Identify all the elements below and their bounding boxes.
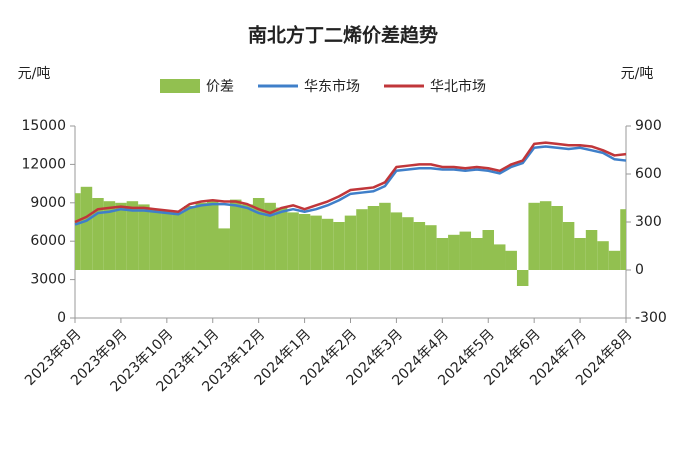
spread-bar	[138, 204, 150, 270]
spread-bar	[574, 238, 586, 270]
spread-bar	[103, 201, 116, 270]
spread-bar	[471, 238, 483, 270]
spread-bar	[252, 198, 265, 270]
y-tick-label: 9000	[30, 195, 66, 211]
legend-label: 华北市场	[430, 78, 486, 95]
y-tick-label: 6000	[30, 233, 66, 249]
spread-bar	[562, 222, 575, 270]
y-tick-label: 3000	[30, 272, 66, 288]
spread-bar	[402, 217, 414, 270]
spread-bar	[298, 214, 311, 270]
spread-bar	[207, 201, 219, 270]
spread-bar	[344, 215, 357, 270]
spread-bar	[92, 198, 104, 270]
spread-bar	[597, 241, 609, 270]
spread-bar	[195, 202, 208, 270]
spread-bar	[425, 225, 437, 270]
spread-bar	[161, 210, 173, 270]
spread-bar	[275, 207, 288, 270]
y2-tick-label: 600	[635, 166, 662, 182]
spread-bar	[539, 201, 552, 270]
spread-bar	[126, 201, 139, 270]
legend-label: 华东市场	[304, 78, 360, 95]
spread-bar	[436, 238, 449, 270]
y2-tick-label: 300	[635, 214, 662, 230]
spread-bar	[80, 186, 93, 270]
y2-tick-label: 900	[635, 118, 662, 134]
spread-bar	[218, 228, 230, 270]
spread-bar	[115, 202, 127, 270]
spread-bar	[482, 230, 494, 270]
price-line	[74, 141, 627, 224]
y2-tick-label: -300	[635, 310, 667, 326]
spread-bar	[608, 250, 621, 270]
spread-bar	[229, 199, 242, 270]
spread-bar	[356, 209, 368, 270]
spread-bar	[367, 206, 380, 270]
spread-bar	[287, 212, 299, 270]
spread-bar	[75, 193, 81, 270]
legend-label: 价差	[206, 79, 234, 95]
chart-title: 南北方丁二烯价差趋势	[248, 24, 438, 47]
spread-bar	[390, 212, 403, 270]
y-axis-unit: 元/吨	[18, 66, 51, 82]
y-tick-label: 12000	[21, 156, 66, 172]
spread-bar	[321, 218, 334, 270]
spread-bar	[459, 231, 472, 270]
legend-swatch	[160, 79, 200, 93]
spread-bar	[264, 202, 276, 270]
y-tick-label: 0	[57, 310, 66, 326]
spread-bar	[172, 212, 185, 270]
y2-tick-label: 0	[635, 262, 644, 278]
spread-bar	[505, 250, 517, 270]
legend: 价差 华东市场 华北市场	[160, 78, 486, 95]
spread-bar	[528, 202, 540, 270]
spread-bar	[149, 209, 162, 270]
spread-bar	[551, 206, 563, 270]
spread-bar	[620, 209, 626, 270]
spread-bar	[241, 204, 253, 270]
spread-bar	[516, 270, 529, 286]
spread-bar	[585, 230, 598, 270]
spread-bar	[333, 222, 345, 270]
y-tick-label: 15000	[21, 118, 66, 134]
spread-bar	[379, 202, 391, 270]
spread-bar	[310, 215, 322, 270]
spread-bar	[184, 206, 196, 270]
spread-bar	[413, 222, 426, 270]
spread-bar	[493, 244, 506, 270]
spread-bar	[448, 234, 460, 270]
price-line	[74, 145, 627, 226]
y2-axis-unit: 元/吨	[621, 66, 654, 82]
